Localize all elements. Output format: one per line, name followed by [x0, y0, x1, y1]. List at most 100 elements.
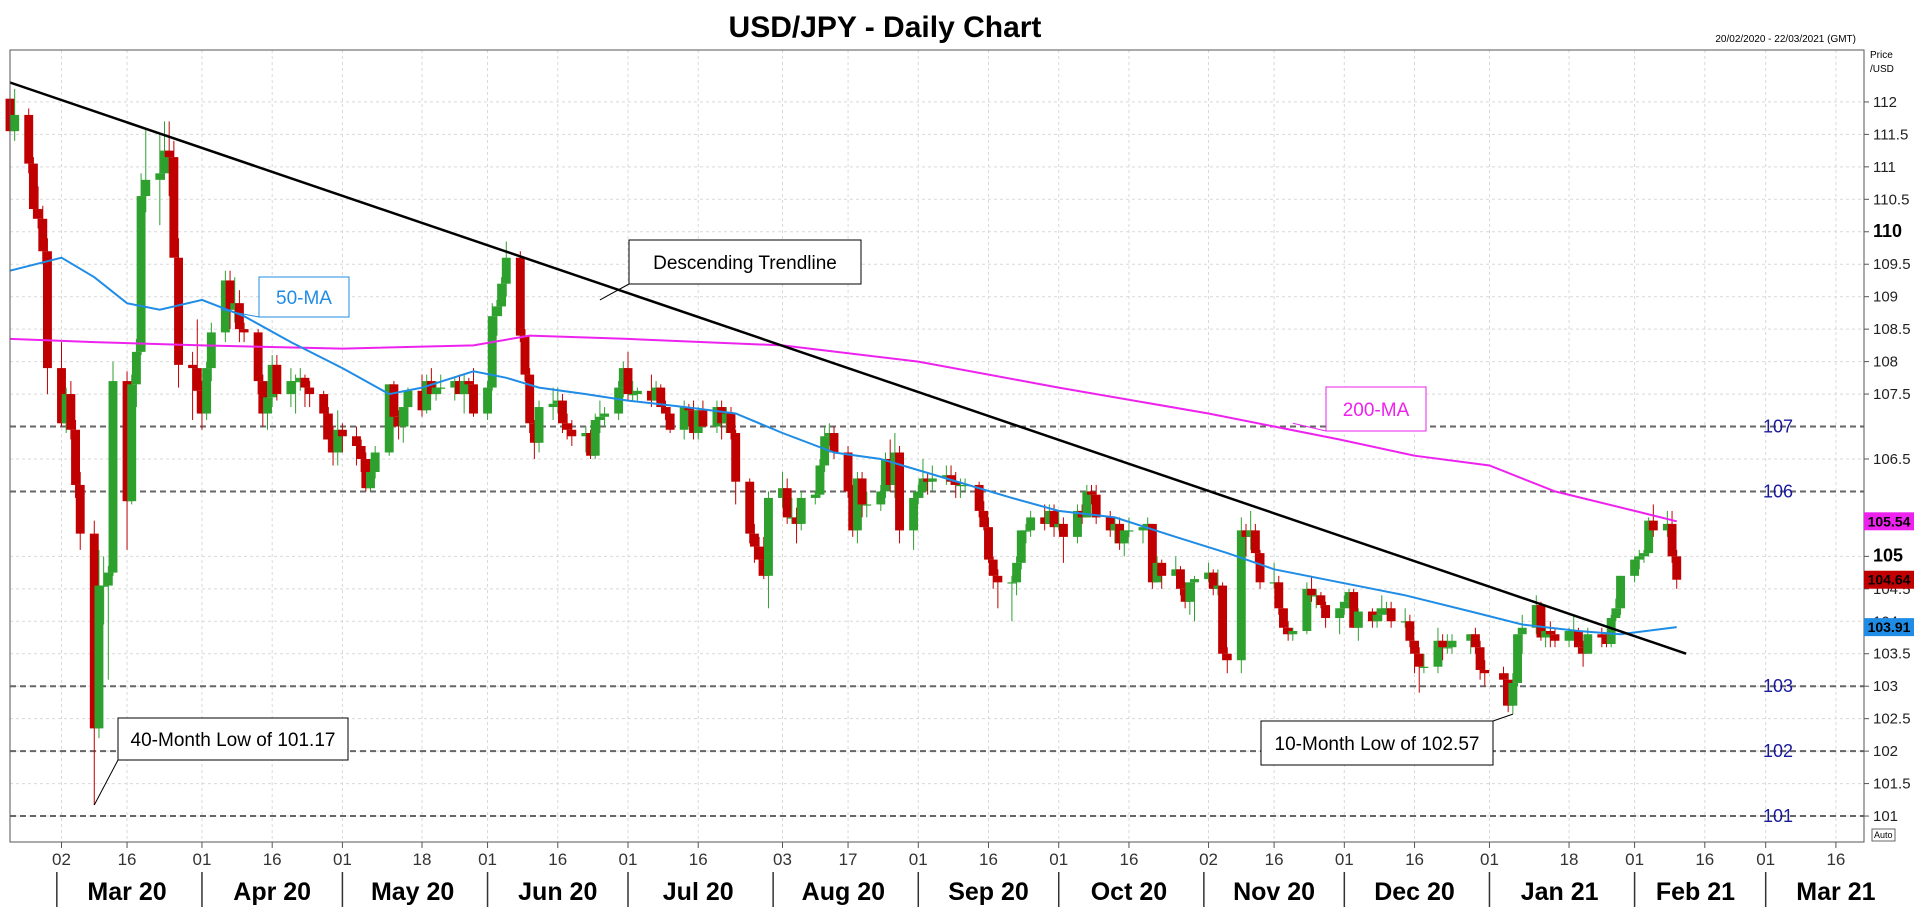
candle-body: [192, 368, 202, 391]
candle-body: [1405, 621, 1415, 641]
candle-body: [220, 280, 230, 333]
candle-body: [1316, 595, 1326, 606]
x-tick-label: 16: [689, 850, 708, 869]
ma50-line: [9, 256, 1677, 636]
candle-body: [263, 397, 272, 414]
candle-body: [1536, 605, 1546, 638]
anno-ma200-box: [1325, 386, 1427, 432]
candle-body: [1236, 530, 1246, 661]
x-tick-label: 16: [979, 850, 998, 869]
candle-body: [984, 527, 993, 560]
candle-body: [913, 491, 923, 498]
candle-body: [94, 585, 104, 729]
candle-body: [1606, 618, 1616, 644]
candle-body: [988, 559, 998, 576]
candle-body: [529, 423, 539, 443]
candle-body: [848, 491, 858, 531]
candle-body: [1110, 523, 1120, 531]
x-tick-label: 16: [1405, 850, 1424, 869]
candle-body: [693, 410, 703, 434]
candle-body: [1644, 520, 1654, 554]
candle-body: [230, 303, 240, 310]
candle-body: [810, 494, 820, 498]
anno-ma50-text: 50-MA: [276, 288, 332, 309]
candle-body: [10, 114, 20, 132]
candle-body: [206, 332, 216, 369]
candle-body: [497, 283, 507, 307]
candle-body: [1335, 608, 1345, 619]
anno-trendline-leader: [599, 283, 630, 301]
month-label: May 20: [371, 878, 454, 906]
price-tags: 105.54 104.64 103.91: [1864, 512, 1914, 637]
candle-body: [1049, 510, 1059, 528]
candle-body: [1602, 637, 1611, 644]
level-label-103: 103: [1763, 676, 1793, 696]
annotations: Descending Trendline 50-MA 200-MA 40-Month …: [93, 239, 1514, 806]
x-tick-label: 01: [1049, 850, 1068, 869]
candle-body: [1307, 588, 1316, 596]
candle-body: [852, 478, 862, 531]
candle-body: [1372, 614, 1382, 622]
candle-body: [1367, 611, 1377, 622]
candle-body: [258, 381, 268, 414]
candle-body: [356, 446, 366, 459]
candle-body: [337, 429, 347, 437]
candle-body: [558, 400, 567, 424]
anno-low-10m-leader: [1492, 713, 1514, 722]
auto-button-label: Auto: [1874, 830, 1893, 840]
month-label: Dec 20: [1374, 878, 1455, 906]
month-label: Aug 20: [802, 878, 885, 906]
candle-body: [501, 257, 511, 284]
price-unit-label-2: /USD: [1870, 64, 1894, 75]
candle-body: [1672, 556, 1682, 580]
candle-body: [1105, 517, 1115, 531]
candle-body: [993, 575, 1003, 583]
y-tick-label: 112: [1873, 94, 1897, 111]
month-label: Oct 20: [1091, 878, 1167, 906]
candle-body: [1255, 553, 1265, 583]
candle-body: [698, 410, 708, 427]
candle-body: [1222, 653, 1232, 661]
y-tick-label: 109.5: [1873, 256, 1911, 273]
candle-body: [759, 559, 769, 576]
candle-body: [225, 280, 235, 310]
candle-body: [1040, 517, 1050, 524]
candle-body: [553, 400, 563, 404]
candle-body: [160, 150, 169, 174]
candle-body: [43, 251, 52, 369]
x-tick-label: 02: [52, 850, 71, 869]
price-unit-label: Price: [1870, 50, 1893, 61]
candle-body: [1021, 530, 1031, 532]
candle-body: [1321, 605, 1331, 619]
descending-trendline: [9, 81, 1687, 655]
candle-body: [370, 452, 380, 472]
y-tick-label: 101.5: [1873, 776, 1911, 793]
candle-body: [1288, 631, 1298, 635]
candle-body: [1344, 592, 1354, 602]
anno-trendline-box: [628, 239, 862, 285]
candle-body: [71, 429, 80, 485]
candle-body: [28, 163, 38, 210]
candle-body: [1438, 640, 1448, 648]
x-tick-label: 01: [1335, 850, 1354, 869]
auto-button[interactable]: [1871, 828, 1896, 842]
candle-body: [665, 413, 675, 430]
month-label: Mar 20: [87, 878, 166, 906]
candle-body: [197, 390, 207, 414]
candle-body: [1054, 523, 1064, 528]
candle-body: [1545, 631, 1555, 635]
price-tag: [1864, 618, 1914, 637]
candle-body: [141, 179, 151, 197]
candle-body: [1058, 523, 1068, 537]
candle-body: [1508, 682, 1518, 706]
candle-body: [75, 484, 85, 534]
month-label: Nov 20: [1233, 878, 1315, 906]
candle-body: [646, 390, 656, 401]
candle-body: [946, 475, 956, 482]
candle-body: [66, 394, 76, 430]
candle-body: [455, 381, 464, 395]
month-label: Jul 20: [663, 878, 734, 906]
candle-body: [1382, 608, 1391, 610]
candle-body: [1339, 601, 1349, 609]
level-label-106: 106: [1763, 481, 1793, 501]
